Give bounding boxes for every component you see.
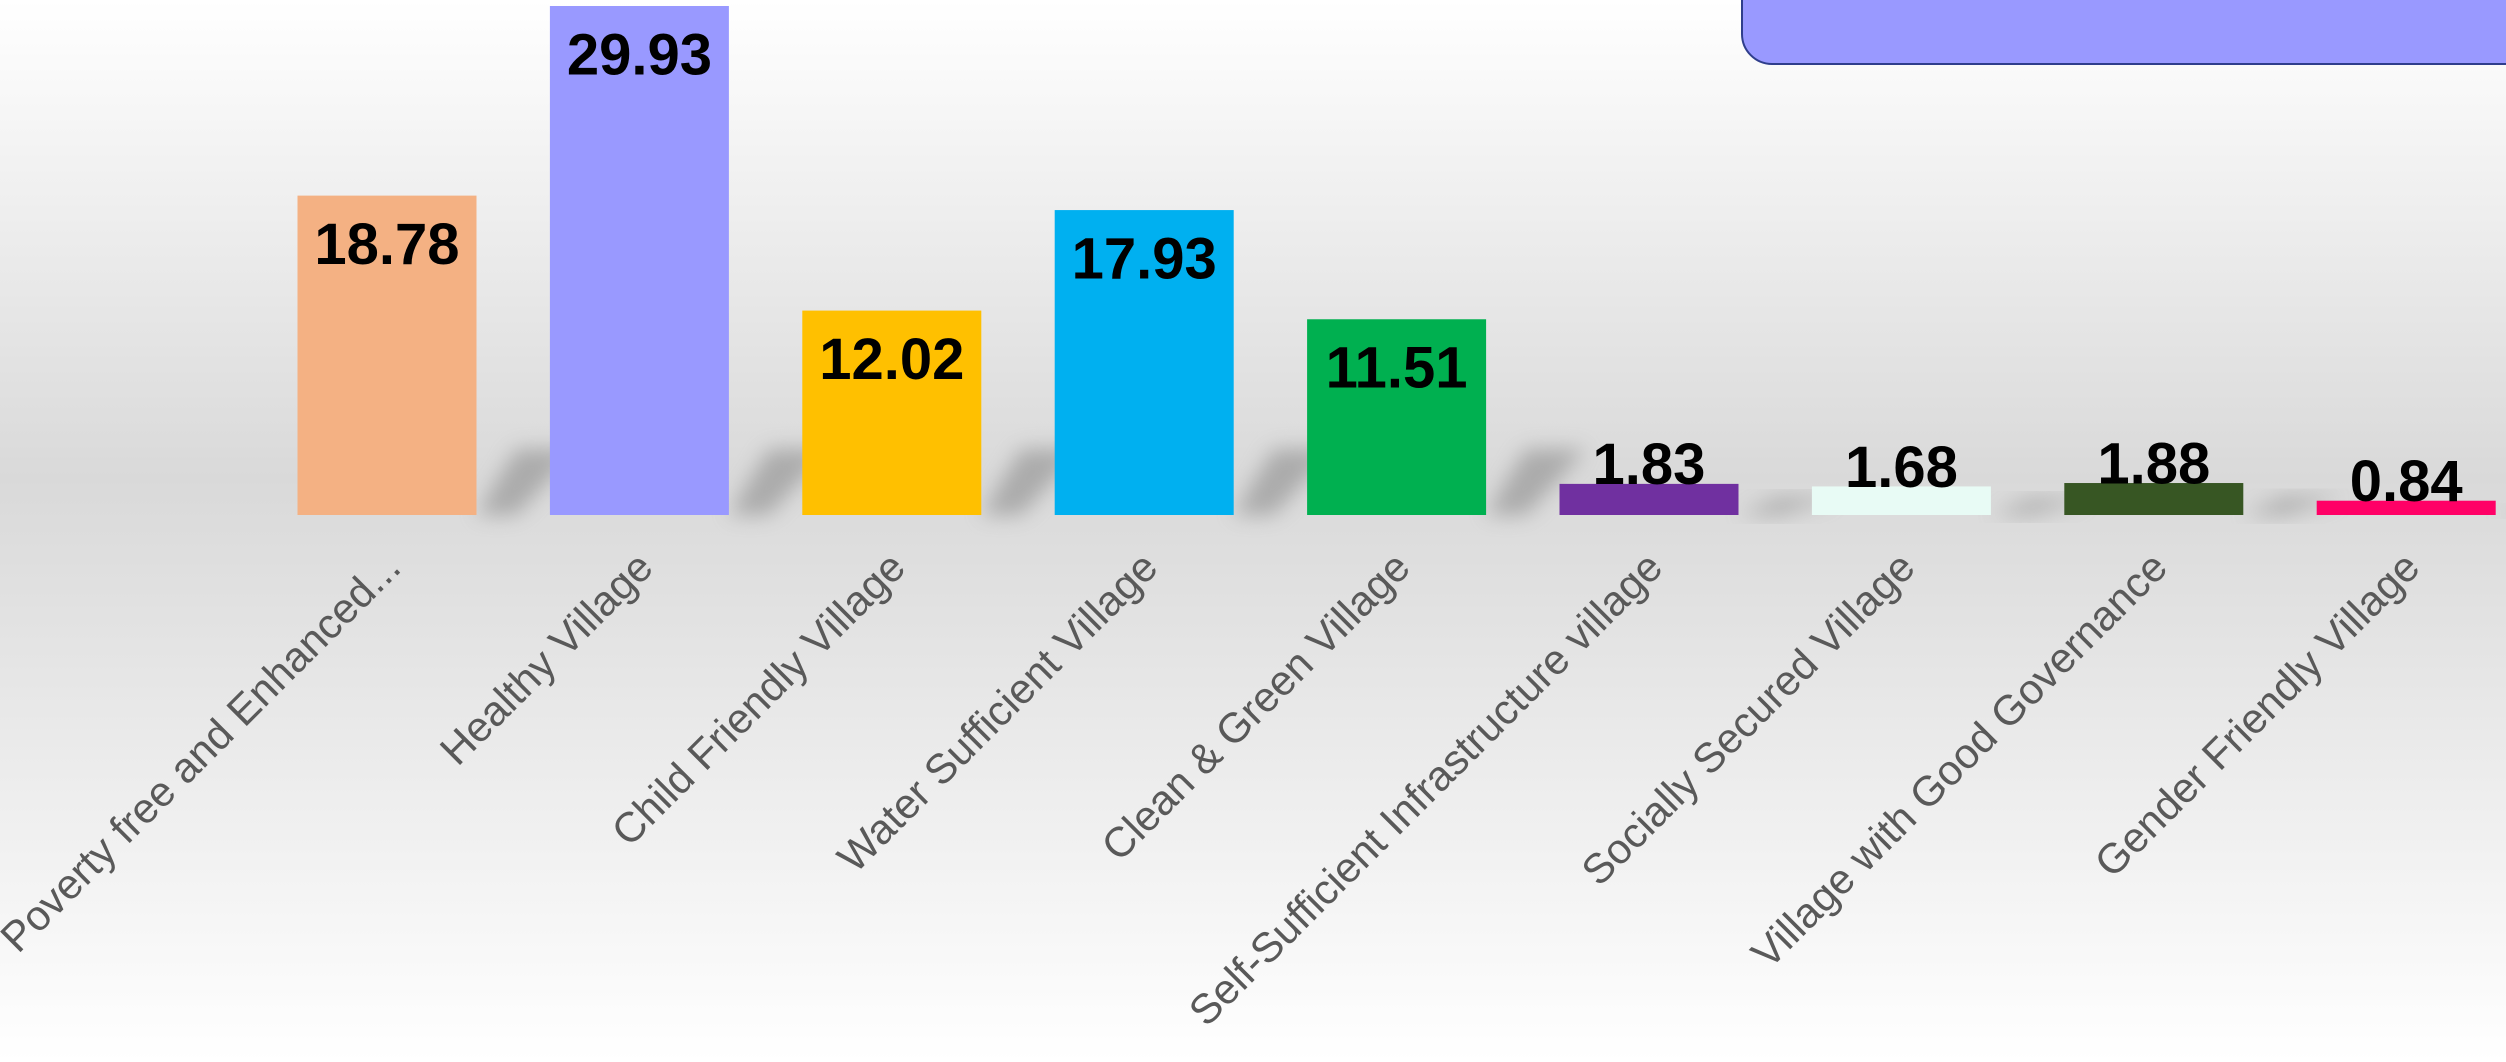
data-label: 29.93: [567, 22, 712, 87]
bar: [2064, 483, 2244, 515]
bar: [1307, 319, 1487, 515]
bar-shadow: [2495, 512, 2506, 515]
data-label: 1.68: [1845, 435, 1958, 500]
data-label: 11.51: [1326, 336, 1468, 401]
bar: [549, 6, 729, 515]
data-label: 0.84: [2350, 449, 2463, 514]
header-box: [1741, 0, 2506, 65]
data-label: 18.78: [314, 212, 459, 277]
bar: [802, 310, 982, 515]
bar: [2316, 500, 2496, 515]
bar: [1811, 486, 1991, 515]
bar: [1559, 483, 1739, 515]
data-label: 17.93: [1072, 226, 1217, 291]
bar-shadow: [1486, 449, 1587, 515]
data-label: 1.88: [2097, 431, 2210, 496]
bar: [297, 195, 477, 515]
bar: [1054, 210, 1234, 515]
data-label: 12.02: [819, 327, 964, 392]
data-label: 1.83: [1593, 432, 1706, 497]
